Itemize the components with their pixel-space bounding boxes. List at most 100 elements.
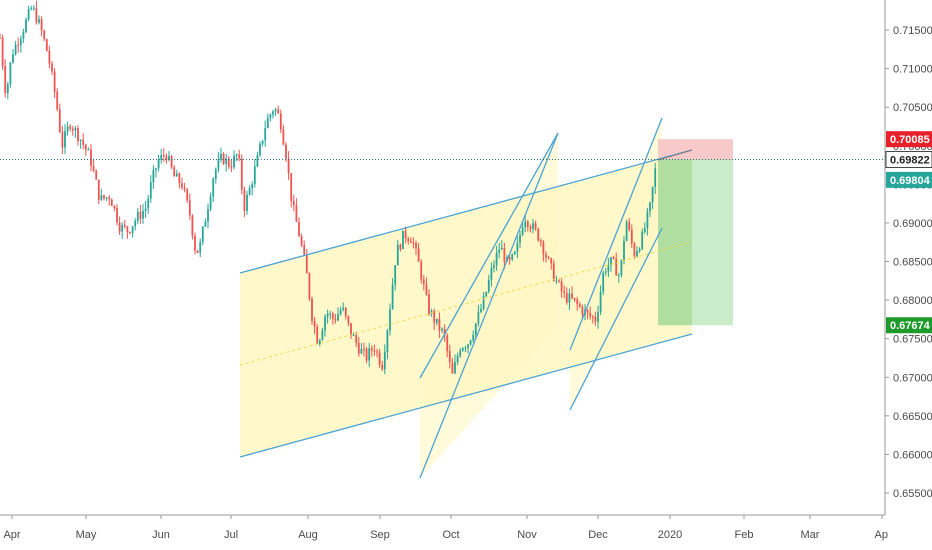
candle-body-221 <box>573 297 576 300</box>
x-tick-label-10: Feb <box>735 529 754 541</box>
candle-body-54 <box>139 211 142 219</box>
candle-body-215 <box>558 280 560 282</box>
candle-body-69 <box>178 173 181 184</box>
candle-body-79 <box>204 221 207 227</box>
candle-body-251 <box>651 186 654 203</box>
y-tick-label-10: 0.66500 <box>893 411 932 423</box>
candle-body-174 <box>451 362 454 374</box>
candle-body-21 <box>53 71 56 92</box>
candle-body-159 <box>412 242 415 244</box>
candle-body-13 <box>32 7 35 9</box>
candle-body-162 <box>420 261 423 280</box>
candle-body-7 <box>17 44 20 46</box>
candle-body-97 <box>251 184 254 189</box>
candle-body-206 <box>534 223 537 229</box>
candle-body-62 <box>160 155 163 160</box>
candle-body-241 <box>625 221 628 241</box>
candle-body-142 <box>368 348 371 361</box>
candle-body-157 <box>407 238 410 242</box>
candle-body-172 <box>446 335 449 352</box>
candle-body-179 <box>464 347 467 349</box>
candle-body-71 <box>183 187 186 190</box>
candle-body-1 <box>1 37 4 66</box>
candle-body-106 <box>274 109 277 112</box>
candle-body-32 <box>82 139 85 145</box>
candle-body-131 <box>339 309 342 315</box>
candle-body-111 <box>287 158 290 174</box>
candle-body-240 <box>623 240 625 261</box>
candle-body-218 <box>565 293 568 303</box>
candle-body-135 <box>350 323 352 336</box>
candle-body-204 <box>529 226 532 230</box>
candle-body-99 <box>256 155 259 167</box>
candle-body-52 <box>134 220 137 227</box>
candle-body-181 <box>469 340 472 345</box>
candle-body-56 <box>144 208 147 211</box>
candle-body-189 <box>490 267 493 280</box>
candle-body-178 <box>461 348 464 351</box>
candle-body-104 <box>269 114 272 118</box>
candle-body-91 <box>235 154 238 156</box>
price-tags: 0.70085 0.69822 0.69804 0.67674 <box>885 131 932 334</box>
channel-middle-upper-line <box>419 132 559 379</box>
candle-body-153 <box>396 244 399 266</box>
candle-body-188 <box>487 279 490 292</box>
candle-body-223 <box>578 304 581 307</box>
candle-body-201 <box>521 226 524 235</box>
candle-body-103 <box>266 117 269 128</box>
candle-body-130 <box>337 314 339 321</box>
candle-body-83 <box>214 169 217 179</box>
candle-body-205 <box>532 223 534 230</box>
candle-body-22 <box>56 91 59 110</box>
candle-body-25 <box>64 131 66 148</box>
candle-body-9 <box>22 31 25 39</box>
candle-body-30 <box>77 128 79 142</box>
candle-body-40 <box>103 195 105 199</box>
drawing-lines <box>0 117 885 479</box>
candle-body-37 <box>95 170 98 180</box>
candle-body-155 <box>402 230 404 250</box>
candle-body-87 <box>225 158 228 164</box>
candle-body-123 <box>318 339 321 344</box>
candle-body-220 <box>571 293 573 298</box>
candle-body-41 <box>105 197 108 199</box>
candle-body-126 <box>326 313 329 317</box>
candle-body-11 <box>27 9 30 20</box>
candle-body-232 <box>602 272 605 292</box>
candle-body-209 <box>542 241 545 255</box>
candle-body-252 <box>654 168 657 187</box>
candle-body-10 <box>25 19 27 32</box>
candle-body-18 <box>45 39 48 52</box>
candle-body-151 <box>391 284 394 310</box>
candle-body-8 <box>19 38 22 46</box>
candle-body-38 <box>97 179 100 200</box>
candle-body-164 <box>425 284 428 295</box>
candle-body-14 <box>35 7 38 23</box>
candle-body-138 <box>357 342 360 354</box>
y-tick-label-1: 0.71000 <box>893 64 932 76</box>
candle-body-121 <box>313 320 316 327</box>
candle-body-146 <box>378 352 381 365</box>
candle-body-68 <box>175 173 178 177</box>
candle-body-60 <box>155 168 157 170</box>
candle-body-175 <box>454 362 456 374</box>
x-tick-label-3: Jul <box>224 529 238 541</box>
candle-body-118 <box>305 254 308 274</box>
candle-body-89 <box>230 166 233 168</box>
price-tag-current <box>885 150 932 168</box>
candle-body-187 <box>485 291 488 297</box>
candle-body-150 <box>389 309 391 331</box>
candle-body-247 <box>641 231 644 249</box>
candle-body-102 <box>264 127 267 141</box>
candle-body-196 <box>508 256 511 260</box>
candle-body-202 <box>524 221 527 227</box>
candle-body-35 <box>90 149 92 166</box>
candle-body-161 <box>417 248 420 262</box>
candle-body-19 <box>48 51 51 64</box>
candle-body-139 <box>360 348 363 354</box>
candle-body-208 <box>539 240 542 242</box>
candle-body-78 <box>201 226 204 243</box>
candle-body-236 <box>612 257 615 259</box>
